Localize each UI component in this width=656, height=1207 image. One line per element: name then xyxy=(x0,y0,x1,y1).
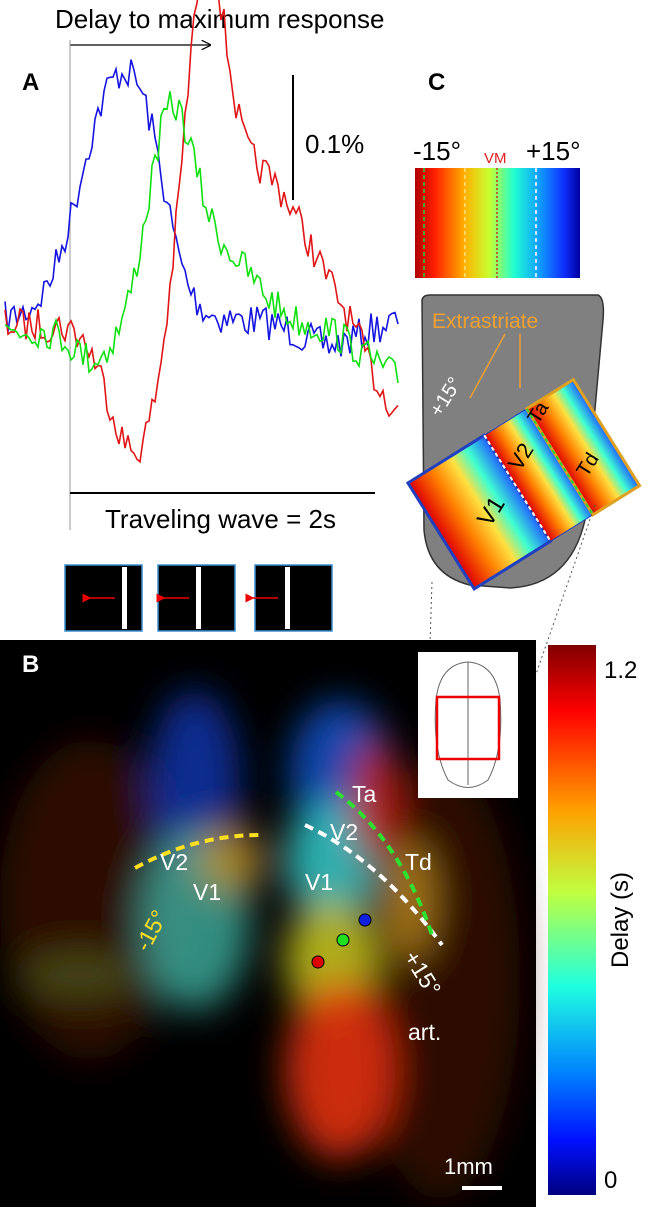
colorbar-ticks: 01.2 xyxy=(604,657,637,1194)
scale-label: 1mm xyxy=(444,1154,493,1179)
area-label: art. xyxy=(408,1019,441,1045)
traces xyxy=(4,0,399,464)
area-labels: Ta V2 Td V1 V2 V1 art. xyxy=(160,781,441,1045)
leader-lines xyxy=(469,333,521,399)
panel-label: A xyxy=(22,69,39,96)
border-line xyxy=(304,823,444,947)
roi-dot xyxy=(358,913,372,927)
roi-dot xyxy=(311,955,325,969)
border-line xyxy=(134,833,261,870)
colorbar-tick-label: 0 xyxy=(604,1167,617,1194)
delay-colorbar xyxy=(548,645,596,1195)
area-label: V1 xyxy=(305,869,333,895)
stimulus-frames xyxy=(64,564,333,632)
panel-label: B xyxy=(22,651,39,678)
phase-colorbar xyxy=(415,168,580,278)
area-label: Ta xyxy=(352,781,377,807)
response-trace xyxy=(4,91,399,384)
response-trace xyxy=(4,59,399,357)
roi-dot xyxy=(336,933,350,947)
map-label: Extrastriate xyxy=(432,310,538,333)
colorbar-label: +15° xyxy=(526,136,581,166)
area-label: V1 xyxy=(193,879,221,905)
colorbar-title: Delay (s) xyxy=(607,872,634,968)
response-trace xyxy=(4,0,399,464)
colorbar-tick-label: 1.2 xyxy=(604,657,637,684)
scale-label: 0.1% xyxy=(305,129,364,159)
annotation: Traveling wave = 2s xyxy=(105,504,336,534)
delay-map xyxy=(0,690,520,1200)
brain-inset xyxy=(418,652,518,798)
retinotopic-schema xyxy=(405,377,642,592)
panel-label: C xyxy=(428,69,445,96)
colorbar-marks xyxy=(423,168,537,278)
area-label: V2 xyxy=(330,819,358,845)
colorbar-label: -15° xyxy=(413,136,461,166)
area-label: Td xyxy=(405,849,432,875)
colorbar-label: VM xyxy=(484,150,507,167)
border-line xyxy=(334,790,434,936)
area-label: V2 xyxy=(160,849,188,875)
